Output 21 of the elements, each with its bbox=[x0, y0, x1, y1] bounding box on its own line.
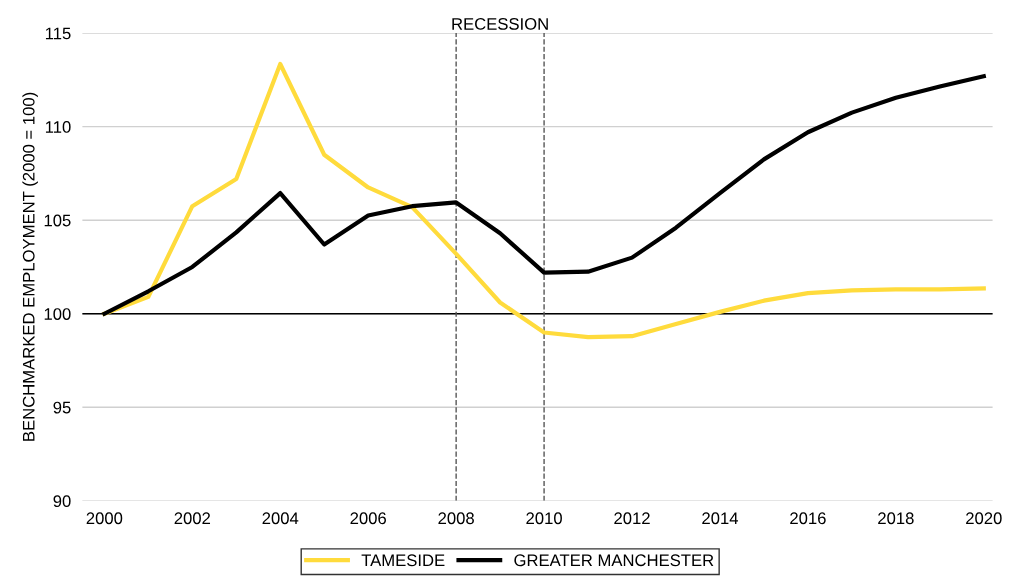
x-tick-label: 2014 bbox=[702, 512, 739, 525]
x-tick-label: 2012 bbox=[614, 512, 650, 525]
x-tick-label: 2004 bbox=[262, 512, 299, 525]
y-tick-label: 110 bbox=[45, 121, 71, 133]
y-tick-label: 100 bbox=[44, 308, 71, 320]
x-tick-label: 2000 bbox=[86, 512, 123, 525]
x-tick-label: 2010 bbox=[526, 512, 562, 525]
x-tick-label: 2018 bbox=[878, 512, 914, 525]
legend-label: TAMESIDE bbox=[361, 554, 445, 567]
x-tick-label: 2002 bbox=[174, 512, 211, 525]
x-tick-label: 2020 bbox=[966, 512, 1002, 525]
y-tick-label: 115 bbox=[45, 27, 71, 40]
y-tick-label: 95 bbox=[53, 401, 71, 414]
x-tick-label: 2016 bbox=[790, 512, 826, 525]
legend-label: GREATER MANCHESTER bbox=[514, 554, 714, 567]
y-tick-label: 90 bbox=[53, 495, 71, 508]
y-axis-title: BENCHMARKED EMPLOYMENT (2000 = 100) bbox=[22, 92, 38, 441]
text: RECESSION bbox=[452, 18, 548, 30]
x-tick-label: 2006 bbox=[350, 512, 386, 525]
x-tick-label: 2008 bbox=[438, 512, 474, 525]
y-tick-label: 105 bbox=[44, 214, 71, 227]
